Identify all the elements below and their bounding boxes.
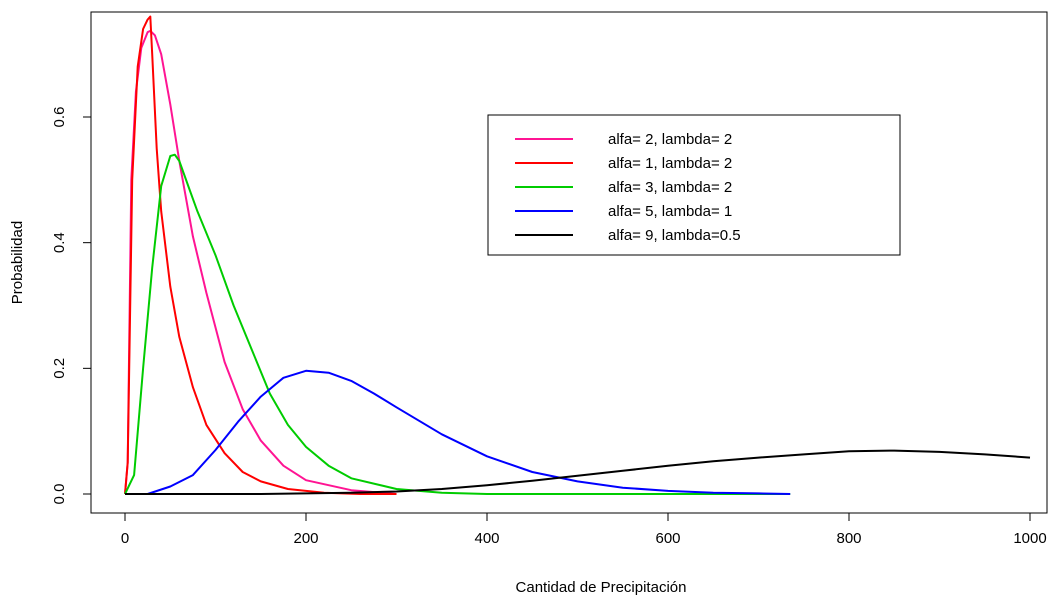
y-tick-label: 0.2 <box>51 358 68 379</box>
plot-border <box>90 11 1048 514</box>
x-tick-label: 0 <box>121 530 129 547</box>
x-tick-label: 800 <box>836 530 861 547</box>
legend: alfa= 2, lambda= 2 alfa= 1, lambda= 2 alfa… <box>487 114 901 256</box>
y-tick-label: 0.4 <box>51 232 68 253</box>
y-axis: 0.0 0.2 0.4 0.6 <box>51 107 92 505</box>
x-tick-label: 600 <box>655 530 680 547</box>
y-axis-title: Probabilidad <box>9 221 26 304</box>
legend-label: alfa= 9, lambda=0.5 <box>608 227 741 244</box>
x-axis-title: Cantidad de Precipitación <box>516 579 687 596</box>
series-layer <box>124 15 1031 495</box>
x-tick-label: 400 <box>474 530 499 547</box>
legend-label: alfa= 1, lambda= 2 <box>608 155 732 172</box>
series-line-5 <box>125 449 1031 495</box>
x-tick-label: 200 <box>293 530 318 547</box>
legend-label: alfa= 3, lambda= 2 <box>608 179 732 196</box>
series-line-1 <box>124 29 397 495</box>
series-line-2 <box>124 15 397 495</box>
y-tick-label: 0.0 <box>51 484 68 505</box>
x-axis: 0 200 400 600 800 1000 <box>121 512 1047 547</box>
legend-label: alfa= 5, lambda= 1 <box>608 203 732 220</box>
series-line-4 <box>125 369 791 495</box>
legend-label: alfa= 2, lambda= 2 <box>608 131 732 148</box>
plot-frame <box>90 11 1048 514</box>
x-tick-label: 1000 <box>1013 530 1046 547</box>
y-tick-label: 0.6 <box>51 107 68 128</box>
